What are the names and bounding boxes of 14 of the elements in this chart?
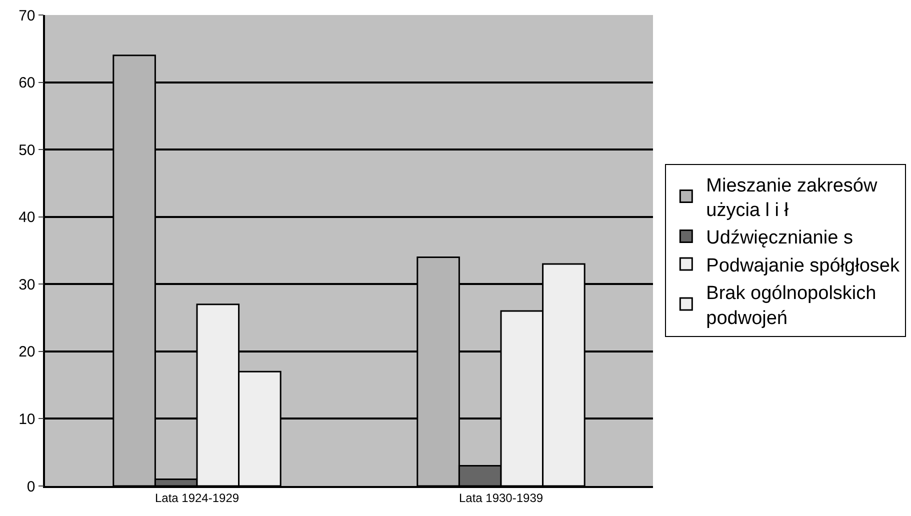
y-tick-label: 60 — [18, 74, 36, 92]
legend-label: Mieszanie zakresów użycia l i ł — [706, 175, 878, 221]
legend-label: Udźwięcznianie s — [706, 228, 853, 249]
y-tick-label: 30 — [18, 276, 36, 294]
y-tick-label: 0 — [26, 478, 36, 496]
y-tick-label: 20 — [18, 344, 36, 361]
legend-label: Podwajanie spółgłosek — [706, 255, 900, 276]
y-tick-label: 70 — [18, 7, 36, 24]
legend-label: Brak ogólnopolskich podwojeń — [706, 283, 876, 329]
y-tick-label: 50 — [18, 142, 36, 159]
x-tick-label: Lata 1924-1929 — [154, 491, 240, 506]
x-tick-label: Lata 1930-1939 — [458, 491, 544, 506]
y-tick-label: 10 — [18, 410, 36, 428]
y-tick-label: 40 — [18, 209, 36, 226]
